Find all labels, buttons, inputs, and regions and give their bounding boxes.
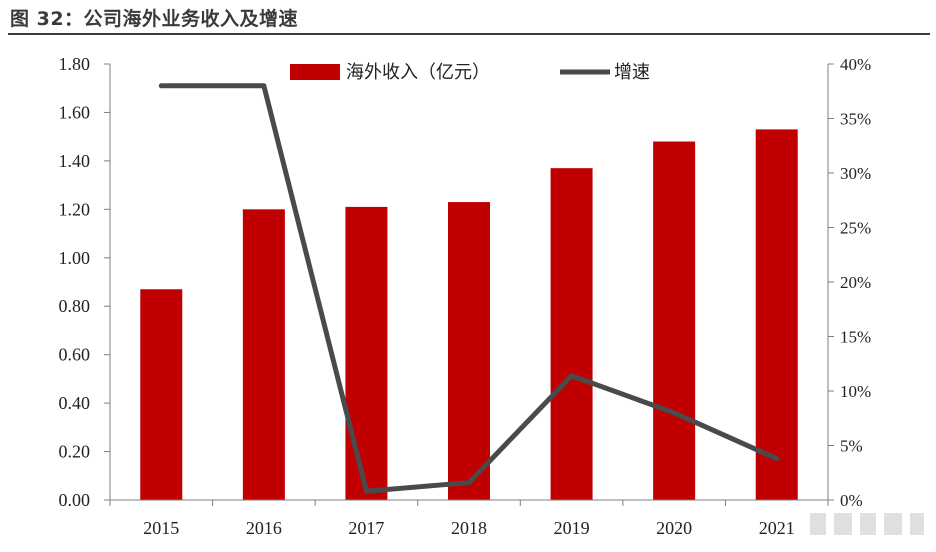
right-tick-label: 40% (840, 55, 871, 74)
bar-2021 (755, 129, 798, 500)
left-tick-label: 1.00 (59, 248, 91, 268)
bar-series-group (140, 129, 798, 501)
x-tick-label: 2016 (246, 518, 282, 538)
left-tick-label: 1.60 (59, 102, 91, 122)
left-tick-label: 1.80 (59, 54, 91, 74)
left-tick-label: 0.80 (59, 296, 91, 316)
bar-2019 (550, 168, 593, 500)
left-tick-label: 0.00 (59, 490, 91, 510)
title-divider (8, 33, 930, 35)
legend-label-growth: 增速 (614, 62, 650, 83)
legend: 海外收入（亿元） 增速 (290, 62, 650, 83)
right-tick-label: 25% (840, 219, 871, 238)
bar-2020 (653, 141, 696, 500)
x-tick-label: 2018 (451, 518, 487, 538)
x-tick-label: 2021 (759, 518, 795, 538)
x-tick-label: 2015 (143, 518, 179, 538)
axes-group: 0.00 0.20 0.40 0.60 0.80 1.00 1.20 1.40 1.60 1.80… (59, 54, 872, 538)
x-tick-label: 2020 (656, 518, 692, 538)
watermark-block (834, 513, 852, 535)
x-tick-label: 2017 (348, 518, 384, 538)
watermark-block (884, 513, 902, 535)
right-tick-label: 5% (840, 437, 863, 456)
right-tick-label: 15% (840, 328, 871, 347)
bar-2016 (242, 209, 285, 501)
watermark-block (860, 513, 876, 535)
right-tick-label: 35% (840, 110, 871, 129)
right-tick-label: 20% (840, 273, 871, 292)
left-tick-label: 1.40 (59, 151, 91, 171)
left-tick-label: 0.20 (59, 442, 91, 462)
watermark-block (910, 513, 924, 535)
line-series-group (158, 83, 780, 494)
x-tick-label: 2019 (554, 518, 590, 538)
watermark-block (810, 513, 826, 535)
right-tick-label: 10% (840, 382, 871, 401)
figure-title: 图 32：公司海外业务收入及增速 (10, 8, 299, 30)
bar-2017 (345, 206, 388, 500)
right-tick-label: 0% (840, 491, 863, 510)
left-tick-label: 1.20 (59, 199, 91, 219)
legend-swatch-revenue (290, 64, 340, 80)
bar-2018 (448, 202, 490, 501)
right-tick-label: 30% (840, 164, 871, 183)
left-tick-label: 0.40 (59, 393, 91, 413)
bar-2015 (140, 289, 183, 500)
legend-label-revenue: 海外收入（亿元） (346, 62, 490, 83)
left-tick-label: 0.60 (59, 345, 91, 365)
